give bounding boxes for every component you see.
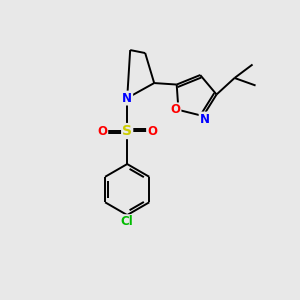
Text: O: O bbox=[97, 124, 107, 138]
Text: S: S bbox=[122, 124, 132, 138]
Text: O: O bbox=[147, 124, 157, 138]
Text: Cl: Cl bbox=[121, 215, 134, 228]
Text: N: N bbox=[200, 112, 210, 125]
Text: O: O bbox=[170, 103, 181, 116]
Text: N: N bbox=[122, 92, 132, 105]
